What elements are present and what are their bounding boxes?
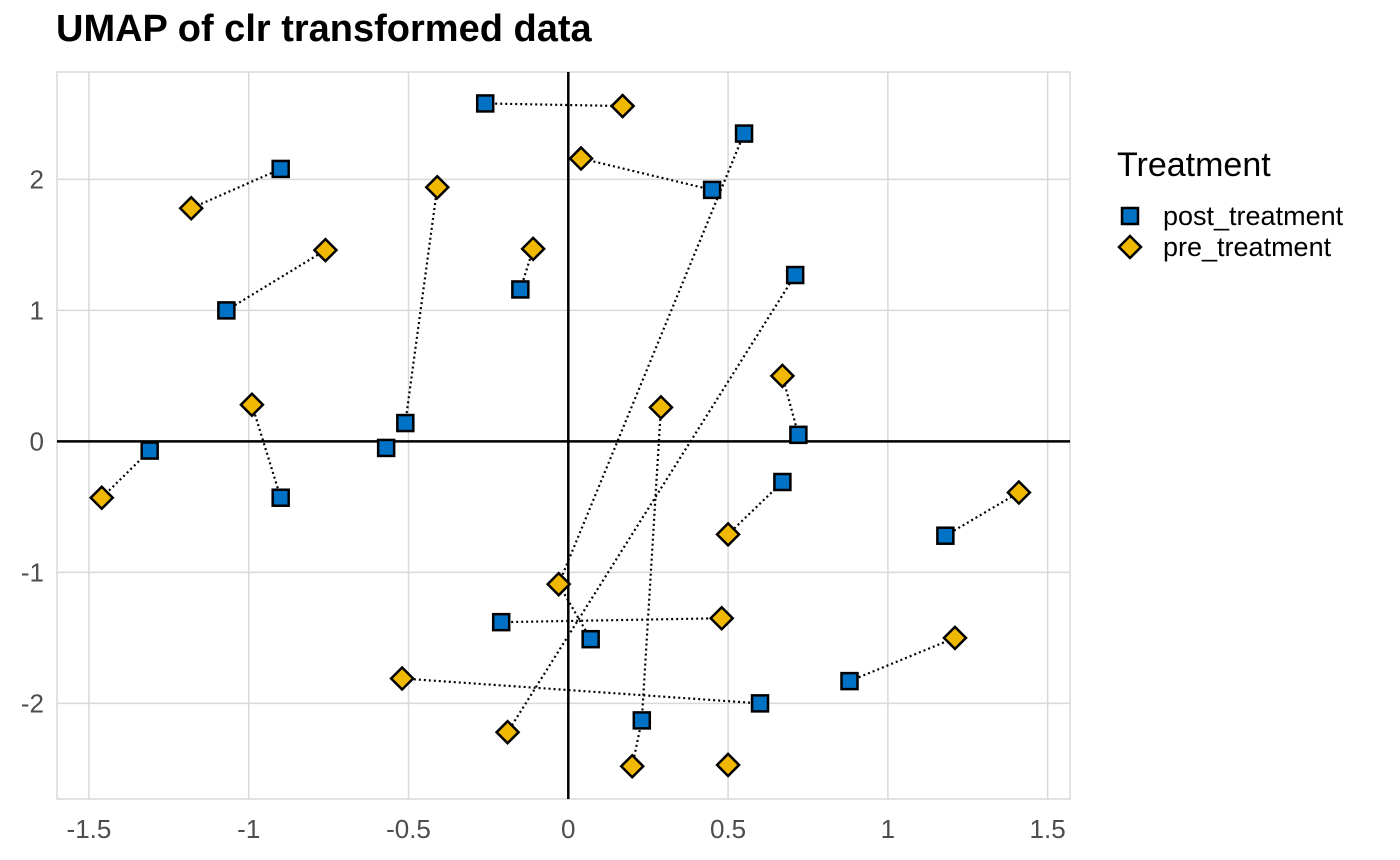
zero-axes	[57, 72, 1070, 799]
pre-treatment-point	[545, 571, 572, 597]
legend-label: post_treatment	[1163, 201, 1344, 231]
x-tick-label: -1.5	[67, 814, 112, 844]
pre-treatment-point	[88, 484, 115, 511]
pair-connector-line	[640, 407, 663, 721]
legend-key-diamond-icon	[1117, 234, 1143, 260]
tick-labels: -1.5 -1 -0.5 0 0.5 1 1.5 -2 -1 0 1 2	[21, 164, 1066, 844]
legend-key-square-icon	[1120, 206, 1140, 226]
y-tick-label: -2	[21, 688, 44, 718]
pre-treatment-point	[568, 145, 594, 172]
post-treatment-point	[271, 159, 290, 179]
pair-connectors	[100, 102, 1020, 767]
pre-treatment-point	[609, 93, 636, 119]
post-treatment-point	[734, 124, 754, 143]
pre-treatment-point	[715, 521, 741, 548]
pre-treatment-point	[520, 236, 546, 262]
post-treatment-point	[840, 671, 859, 691]
chart-title: UMAP of clr transformed data	[56, 8, 592, 50]
pre-treatment-point	[942, 625, 968, 651]
post-treatment-point	[217, 301, 236, 320]
pair-connector-line	[225, 249, 327, 312]
x-tick-label: -0.5	[386, 814, 431, 844]
post-treatment-point	[475, 94, 495, 113]
pair-connector-line	[404, 187, 439, 424]
pre-treatment-point	[424, 174, 451, 201]
post-treatment-point	[789, 425, 808, 445]
post-treatment-point	[632, 711, 652, 730]
legend-label: pre_treatment	[1163, 232, 1332, 262]
pre-treatment-point	[708, 605, 735, 632]
pair-connector-line	[580, 157, 713, 191]
post-treatment-point	[936, 526, 955, 545]
x-tick-label: 1.5	[1030, 814, 1066, 844]
post-treatment-point	[376, 438, 396, 458]
post-treatment-point	[750, 694, 770, 713]
post-treatment-point	[785, 265, 805, 285]
post-treatment-point	[581, 629, 600, 649]
plot-panel-border	[56, 71, 1071, 800]
pre-treatment-point	[715, 752, 741, 778]
post-treatment-point	[773, 472, 792, 492]
x-tick-label: 0.5	[710, 814, 746, 844]
pre-treatment-point	[494, 719, 521, 745]
pair-connector-line	[250, 404, 282, 499]
pre-treatment-point	[1006, 479, 1032, 506]
pre-treatment-point	[178, 195, 204, 221]
y-tick-label: 0	[30, 426, 44, 456]
post-treatment-point	[140, 441, 159, 460]
pair-connector-line	[402, 677, 761, 705]
y-tick-label: 1	[30, 295, 44, 325]
pair-connector-line	[557, 133, 746, 585]
x-tick-label: 1	[881, 814, 895, 844]
post-treatment-point	[702, 180, 722, 200]
post-treatment-point	[491, 612, 511, 632]
pair-connector-line	[944, 491, 1020, 537]
pre-treatment-point	[619, 753, 645, 780]
post-treatment-point	[396, 413, 415, 433]
pair-connector-line	[506, 274, 797, 733]
pair-connector-line	[501, 617, 722, 624]
post-treatment-point	[511, 280, 530, 299]
x-tick-label: -1	[237, 814, 260, 844]
y-tick-label: 2	[30, 164, 44, 194]
pre-treatment-point	[239, 391, 265, 418]
legend-title: Treatment	[1117, 146, 1271, 184]
pre-treatment-point	[312, 237, 339, 263]
x-tick-label: 0	[561, 814, 575, 844]
y-tick-label: -1	[21, 557, 44, 587]
pre-treatment-point	[769, 363, 796, 389]
pre-treatment-point	[389, 665, 415, 692]
pair-connector-line	[485, 102, 623, 108]
data-points	[88, 93, 1032, 780]
pair-connector-line	[190, 167, 282, 210]
post-treatment-point	[271, 488, 290, 507]
pre-treatment-point	[648, 394, 674, 421]
pair-connector-line	[849, 636, 956, 683]
